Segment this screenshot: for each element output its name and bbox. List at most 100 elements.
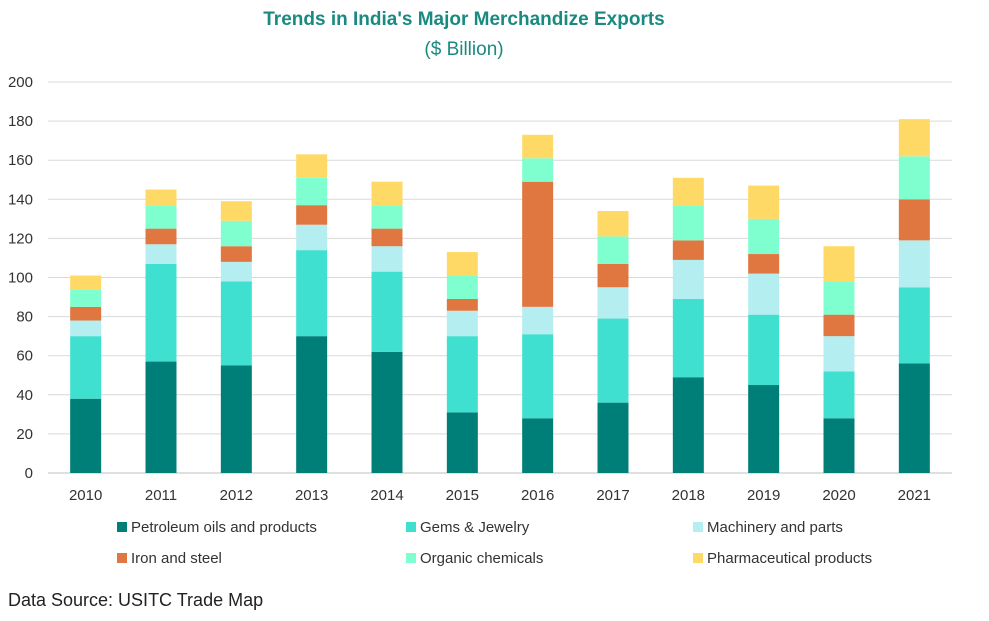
chart-subtitle: ($ Billion) bbox=[424, 39, 503, 60]
bar-segment bbox=[748, 185, 780, 219]
y-tick-label: 20 bbox=[16, 426, 33, 443]
y-tick-label: 100 bbox=[8, 270, 33, 287]
x-tick-label: 2011 bbox=[145, 487, 177, 504]
x-axis-ticks: 2010 2011 2012 2013 2014 2015 2016 2017 2018 2019… bbox=[69, 487, 931, 504]
x-tick-label: 2013 bbox=[295, 487, 328, 504]
bar-segment bbox=[823, 246, 855, 282]
x-tick-label: 2018 bbox=[672, 487, 705, 504]
legend-label: Organic chemicals bbox=[420, 550, 543, 567]
legend-swatch bbox=[693, 553, 703, 563]
bar-segment bbox=[371, 246, 403, 272]
bar-segment bbox=[220, 365, 252, 473]
bar-segment bbox=[70, 306, 102, 321]
bar-segment bbox=[522, 306, 554, 335]
y-tick-label: 200 bbox=[8, 74, 33, 91]
bar-segment bbox=[296, 205, 328, 225]
x-tick-label: 2020 bbox=[822, 487, 855, 504]
bar-segment bbox=[522, 418, 554, 473]
legend-label: Gems & Jewelry bbox=[420, 519, 530, 536]
y-tick-label: 140 bbox=[8, 191, 33, 208]
bar-segment bbox=[748, 218, 780, 255]
bar-segment bbox=[371, 228, 403, 247]
y-tick-label: 40 bbox=[16, 387, 33, 404]
bar-segment bbox=[672, 240, 704, 260]
bar-segment bbox=[446, 252, 478, 276]
bar-segment bbox=[70, 275, 102, 290]
bar-segment bbox=[371, 351, 403, 473]
bar-segment bbox=[823, 371, 855, 419]
bar-segment bbox=[220, 246, 252, 262]
bar-segment bbox=[898, 199, 930, 241]
bar-segment bbox=[296, 154, 328, 178]
x-tick-label: 2012 bbox=[220, 487, 253, 504]
bar-segment bbox=[522, 158, 554, 182]
bar-segment bbox=[220, 201, 252, 221]
legend-label: Pharmaceutical products bbox=[707, 550, 872, 567]
bar-segment bbox=[672, 377, 704, 473]
bar-segment bbox=[220, 261, 252, 282]
bar-segment bbox=[823, 418, 855, 473]
bar-segment bbox=[597, 287, 629, 319]
x-tick-label: 2019 bbox=[747, 487, 780, 504]
bar-segment bbox=[597, 402, 629, 473]
bar-segment bbox=[672, 299, 704, 378]
bar-segment bbox=[145, 361, 177, 473]
bar-segment bbox=[597, 211, 629, 237]
bar-segment bbox=[672, 177, 704, 206]
bar-segment bbox=[898, 119, 930, 157]
bar-segment bbox=[446, 310, 478, 337]
bars bbox=[70, 119, 930, 473]
bar-segment bbox=[823, 336, 855, 372]
bar-segment bbox=[597, 236, 629, 264]
y-tick-label: 0 bbox=[25, 465, 33, 482]
y-tick-label: 80 bbox=[16, 309, 33, 326]
y-axis-ticks: 0 20 40 60 80 100 120 140 160 180 200 bbox=[8, 74, 33, 482]
x-tick-label: 2021 bbox=[898, 487, 931, 504]
bar-segment bbox=[371, 181, 403, 206]
bar-segment bbox=[823, 281, 855, 315]
bar-segment bbox=[296, 250, 328, 337]
y-tick-label: 60 bbox=[16, 348, 33, 365]
y-tick-label: 120 bbox=[8, 230, 33, 247]
legend-label: Petroleum oils and products bbox=[131, 519, 317, 536]
bar-segment bbox=[898, 156, 930, 200]
bar-segment bbox=[70, 289, 102, 307]
bar-segment bbox=[898, 240, 930, 288]
bar-segment bbox=[296, 177, 328, 206]
legend-swatch bbox=[117, 553, 127, 563]
bar-segment bbox=[446, 299, 478, 311]
bar-segment bbox=[145, 244, 177, 264]
bar-segment bbox=[220, 281, 252, 366]
bar-segment bbox=[597, 318, 629, 403]
y-tick-label: 160 bbox=[8, 152, 33, 169]
bar-segment bbox=[70, 398, 102, 473]
x-tick-label: 2016 bbox=[521, 487, 554, 504]
bar-segment bbox=[296, 336, 328, 473]
bar-segment bbox=[898, 287, 930, 364]
bar-segment bbox=[522, 181, 554, 307]
data-source-note: Data Source: USITC Trade Map bbox=[8, 590, 264, 610]
legend-label: Iron and steel bbox=[131, 550, 222, 567]
bar-segment bbox=[145, 263, 177, 362]
chart-title: Trends in India's Major Merchandize Expo… bbox=[263, 9, 665, 30]
bar-segment bbox=[371, 205, 403, 229]
x-tick-label: 2015 bbox=[446, 487, 479, 504]
bar-segment bbox=[296, 224, 328, 251]
bar-segment bbox=[145, 228, 177, 245]
bar-segment bbox=[371, 271, 403, 352]
x-tick-label: 2014 bbox=[370, 487, 403, 504]
x-tick-label: 2017 bbox=[596, 487, 629, 504]
bar-segment bbox=[748, 273, 780, 315]
bar-segment bbox=[597, 263, 629, 288]
legend-label: Machinery and parts bbox=[707, 519, 843, 536]
bar-segment bbox=[748, 314, 780, 386]
bar-segment bbox=[748, 385, 780, 473]
bar-segment bbox=[823, 314, 855, 337]
bar-segment bbox=[748, 254, 780, 274]
legend-swatch bbox=[693, 522, 703, 532]
bar-segment bbox=[522, 134, 554, 159]
bar-segment bbox=[672, 205, 704, 241]
gridlines bbox=[48, 81, 952, 474]
bar-segment bbox=[145, 205, 177, 229]
